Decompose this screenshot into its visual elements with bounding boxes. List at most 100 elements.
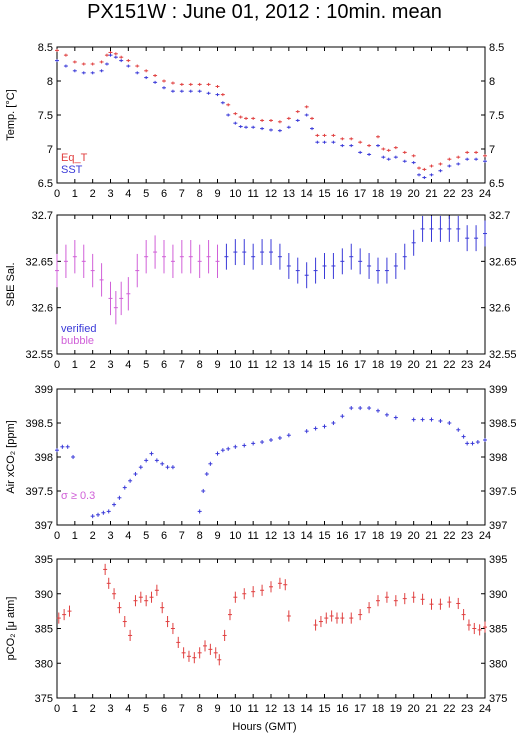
y-tick-label-left: 8.5 bbox=[38, 42, 53, 54]
x-tick-label: 21 bbox=[425, 703, 437, 715]
x-tick-label: 22 bbox=[443, 530, 455, 542]
x-tick-label: 10 bbox=[229, 188, 241, 200]
x-tick-label: 21 bbox=[425, 530, 437, 542]
y-tick-label-right: 397 bbox=[489, 520, 507, 532]
x-tick-label: 5 bbox=[143, 703, 149, 715]
y-tick-label-left: 397.5 bbox=[25, 486, 53, 498]
x-tick-label: 1 bbox=[72, 188, 78, 200]
panel-3-frame bbox=[56, 388, 486, 526]
x-tick-label: 8 bbox=[197, 188, 203, 200]
x-tick-label: 15 bbox=[318, 703, 330, 715]
x-tick-label: 0 bbox=[54, 188, 60, 200]
x-tick-label: 0 bbox=[54, 530, 60, 542]
x-tick-label: 2 bbox=[90, 703, 96, 715]
y-tick-label-left: 32.7 bbox=[32, 210, 53, 222]
legend-verified: verified bbox=[61, 323, 96, 335]
x-tick-label: 18 bbox=[372, 530, 384, 542]
x-tick-label: 3 bbox=[107, 359, 113, 371]
x-tick-label: 3 bbox=[107, 188, 113, 200]
x-tick-label: 13 bbox=[283, 703, 295, 715]
x-tick-label: 23 bbox=[461, 188, 473, 200]
x-tick-label: 17 bbox=[354, 530, 366, 542]
x-tick-label: 7 bbox=[179, 359, 185, 371]
y-tick-label-right: 32.7 bbox=[489, 210, 510, 222]
y-tick-label-right: 8.5 bbox=[489, 42, 504, 54]
x-tick-label: 18 bbox=[372, 359, 384, 371]
x-tick-label: 2 bbox=[90, 530, 96, 542]
y-tick-label-left: 398.5 bbox=[25, 418, 53, 430]
y-tick-label-right: 7 bbox=[489, 144, 495, 156]
x-tick-label: 22 bbox=[443, 188, 455, 200]
x-tick-label: 11 bbox=[247, 359, 258, 371]
legend-sst: SST bbox=[61, 164, 83, 176]
x-tick-label: 9 bbox=[214, 530, 220, 542]
x-tick-label: 4 bbox=[125, 188, 131, 200]
y-tick-label-right: 398.5 bbox=[489, 418, 517, 430]
y-tick-label-right: 380 bbox=[489, 658, 507, 670]
x-tick-label: 23 bbox=[461, 703, 473, 715]
y-tick-label-left: 7 bbox=[47, 144, 53, 156]
x-tick-label: 8 bbox=[197, 359, 203, 371]
x-tick-label: 9 bbox=[214, 188, 220, 200]
y-tick-label-right: 385 bbox=[489, 624, 507, 636]
x-tick-label: 5 bbox=[143, 188, 149, 200]
x-tick-label: 1 bbox=[72, 359, 78, 371]
x-tick-label: 20 bbox=[408, 530, 420, 542]
panel-4-frame bbox=[56, 558, 486, 699]
x-tick-label: 3 bbox=[107, 703, 113, 715]
x-tick-label: 6 bbox=[161, 530, 167, 542]
x-tick-label: 2 bbox=[90, 188, 96, 200]
x-tick-label: 11 bbox=[247, 188, 258, 200]
x-tick-label: 7 bbox=[179, 703, 185, 715]
legend-eq-t: Eq_T bbox=[61, 152, 88, 164]
x-tick-label: 13 bbox=[283, 188, 295, 200]
y-tick-label-left: 32.55 bbox=[25, 349, 53, 361]
x-tick-label: 6 bbox=[161, 703, 167, 715]
y-tick-label-right: 8 bbox=[489, 76, 495, 88]
x-tick-label: 12 bbox=[265, 703, 277, 715]
x-tick-label: 9 bbox=[214, 359, 220, 371]
x-tick-label: 22 bbox=[443, 359, 455, 371]
y-tick-label-left: 397 bbox=[35, 520, 53, 532]
y-tick-label-right: 6.5 bbox=[489, 178, 504, 190]
panel-1-frame bbox=[56, 46, 486, 184]
y-tick-label-right: 399 bbox=[489, 384, 507, 396]
y-tick-label-right: 7.5 bbox=[489, 110, 504, 122]
x-tick-label: 17 bbox=[354, 359, 366, 371]
legend-bubble: bubble bbox=[61, 335, 94, 347]
x-tick-label: 8 bbox=[197, 530, 203, 542]
x-tick-label: 19 bbox=[390, 188, 402, 200]
x-tick-label: 1 bbox=[72, 703, 78, 715]
x-tick-label: 14 bbox=[301, 359, 313, 371]
sigma-annotation: σ ≥ 0.3 bbox=[61, 490, 95, 502]
y-tick-label-right: 375 bbox=[489, 693, 507, 705]
x-tick-label: 0 bbox=[54, 703, 60, 715]
x-tick-label: 20 bbox=[408, 188, 420, 200]
x-tick-label: 14 bbox=[301, 703, 313, 715]
x-tick-label: 6 bbox=[161, 359, 167, 371]
x-tick-label: 23 bbox=[461, 530, 473, 542]
x-tick-label: 0 bbox=[54, 359, 60, 371]
x-tick-label: 20 bbox=[408, 703, 420, 715]
x-tick-label: 5 bbox=[143, 530, 149, 542]
x-tick-label: 17 bbox=[354, 188, 366, 200]
x-tick-label: 3 bbox=[107, 530, 113, 542]
x-tick-label: 23 bbox=[461, 359, 473, 371]
x-tick-label: 16 bbox=[336, 530, 348, 542]
x-tick-label: 14 bbox=[301, 188, 313, 200]
x-tick-label: 12 bbox=[265, 359, 277, 371]
x-tick-label: 4 bbox=[125, 530, 131, 542]
x-tick-label: 19 bbox=[390, 530, 402, 542]
x-tick-label: 13 bbox=[283, 359, 295, 371]
x-tick-label: 5 bbox=[143, 359, 149, 371]
y-tick-label-left: 32.65 bbox=[25, 256, 53, 268]
x-tick-label: 6 bbox=[161, 188, 167, 200]
x-tick-label: 10 bbox=[229, 703, 241, 715]
x-axis-title: Hours (GMT) bbox=[232, 721, 297, 733]
x-tick-label: 24 bbox=[479, 188, 491, 200]
x-tick-label: 24 bbox=[479, 530, 491, 542]
x-tick-label: 12 bbox=[265, 530, 277, 542]
x-tick-label: 20 bbox=[408, 359, 420, 371]
y-axis-title: SBE Sal. bbox=[5, 262, 17, 306]
x-tick-label: 18 bbox=[372, 703, 384, 715]
